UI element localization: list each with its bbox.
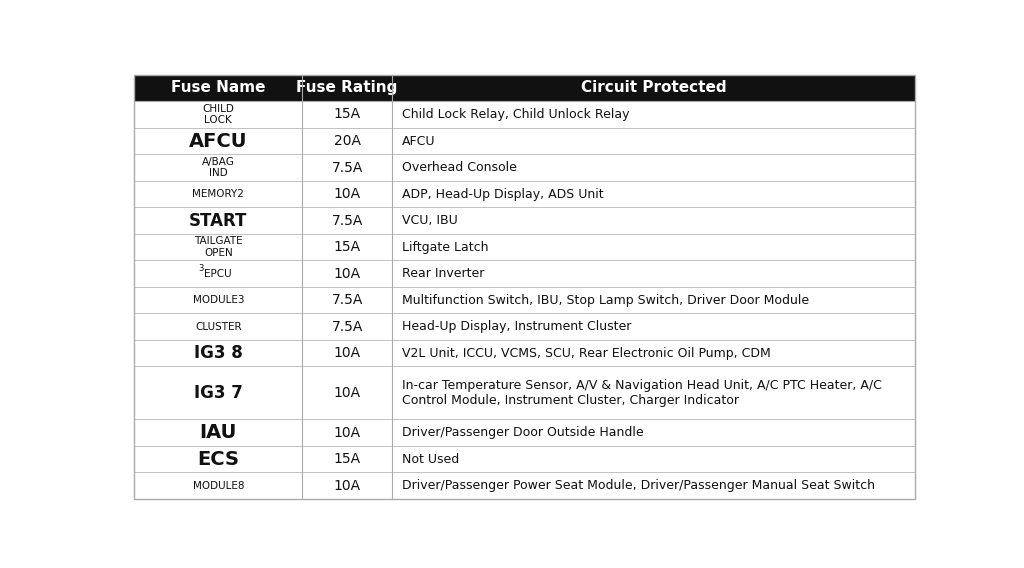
Text: CLUSTER: CLUSTER: [195, 321, 242, 332]
Text: START: START: [189, 211, 248, 229]
Text: 10A: 10A: [334, 386, 360, 400]
Text: In-car Temperature Sensor, A/V & Navigation Head Unit, A/C PTC Heater, A/C
Contr: In-car Temperature Sensor, A/V & Navigat…: [401, 379, 882, 407]
Bar: [134, 340, 915, 366]
Text: A/BAG
IND: A/BAG IND: [202, 157, 234, 178]
Text: Child Lock Relay, Child Unlock Relay: Child Lock Relay, Child Unlock Relay: [401, 108, 629, 121]
Bar: [134, 446, 915, 473]
Text: 15A: 15A: [334, 107, 360, 122]
Text: 3: 3: [199, 264, 204, 273]
Text: Fuse Name: Fuse Name: [171, 81, 265, 95]
Bar: [134, 181, 915, 207]
Text: Circuit Protected: Circuit Protected: [581, 81, 726, 95]
Text: MEMORY2: MEMORY2: [193, 189, 245, 199]
Bar: [134, 419, 915, 446]
Text: ADP, Head-Up Display, ADS Unit: ADP, Head-Up Display, ADS Unit: [401, 187, 603, 201]
Bar: [134, 207, 915, 234]
Text: Driver/Passenger Door Outside Handle: Driver/Passenger Door Outside Handle: [401, 426, 643, 439]
Text: VCU, IBU: VCU, IBU: [401, 214, 458, 227]
Bar: [134, 101, 915, 128]
Text: IG3 7: IG3 7: [194, 384, 243, 402]
Text: 7.5A: 7.5A: [332, 161, 362, 174]
Text: ECS: ECS: [198, 450, 240, 469]
Bar: [134, 154, 915, 181]
Text: 7.5A: 7.5A: [332, 214, 362, 228]
Text: 7.5A: 7.5A: [332, 293, 362, 307]
Text: AFCU: AFCU: [189, 132, 248, 151]
Bar: [134, 473, 915, 499]
Text: IG3 8: IG3 8: [194, 344, 243, 362]
Bar: [134, 234, 915, 260]
Bar: [134, 366, 915, 419]
Text: EPCU: EPCU: [204, 269, 231, 278]
Text: 15A: 15A: [334, 240, 360, 254]
Text: 15A: 15A: [334, 452, 360, 466]
Text: TAILGATE
OPEN: TAILGATE OPEN: [194, 236, 243, 258]
Text: IAU: IAU: [200, 423, 237, 442]
Text: 10A: 10A: [334, 346, 360, 360]
Text: Liftgate Latch: Liftgate Latch: [401, 241, 488, 253]
Text: MODULE8: MODULE8: [193, 481, 244, 491]
Text: 10A: 10A: [334, 187, 360, 201]
Text: Fuse Rating: Fuse Rating: [297, 81, 398, 95]
Text: AFCU: AFCU: [401, 135, 435, 148]
Text: 10A: 10A: [334, 479, 360, 492]
Text: 7.5A: 7.5A: [332, 320, 362, 333]
Text: Multifunction Switch, IBU, Stop Lamp Switch, Driver Door Module: Multifunction Switch, IBU, Stop Lamp Swi…: [401, 294, 809, 307]
Text: Rear Inverter: Rear Inverter: [401, 267, 484, 280]
Text: Overhead Console: Overhead Console: [401, 161, 516, 174]
Text: 10A: 10A: [334, 266, 360, 281]
Bar: [134, 314, 915, 340]
Text: 20A: 20A: [334, 134, 360, 148]
Text: Driver/Passenger Power Seat Module, Driver/Passenger Manual Seat Switch: Driver/Passenger Power Seat Module, Driv…: [401, 479, 874, 492]
Text: Head-Up Display, Instrument Cluster: Head-Up Display, Instrument Cluster: [401, 320, 631, 333]
Text: Not Used: Not Used: [401, 453, 459, 466]
Bar: [134, 260, 915, 287]
Text: V2L Unit, ICCU, VCMS, SCU, Rear Electronic Oil Pump, CDM: V2L Unit, ICCU, VCMS, SCU, Rear Electron…: [401, 346, 770, 360]
Bar: [134, 128, 915, 154]
Bar: [134, 287, 915, 314]
Text: CHILD
LOCK: CHILD LOCK: [203, 104, 234, 126]
Text: 10A: 10A: [334, 425, 360, 440]
Bar: [134, 75, 915, 101]
Text: MODULE3: MODULE3: [193, 295, 244, 305]
